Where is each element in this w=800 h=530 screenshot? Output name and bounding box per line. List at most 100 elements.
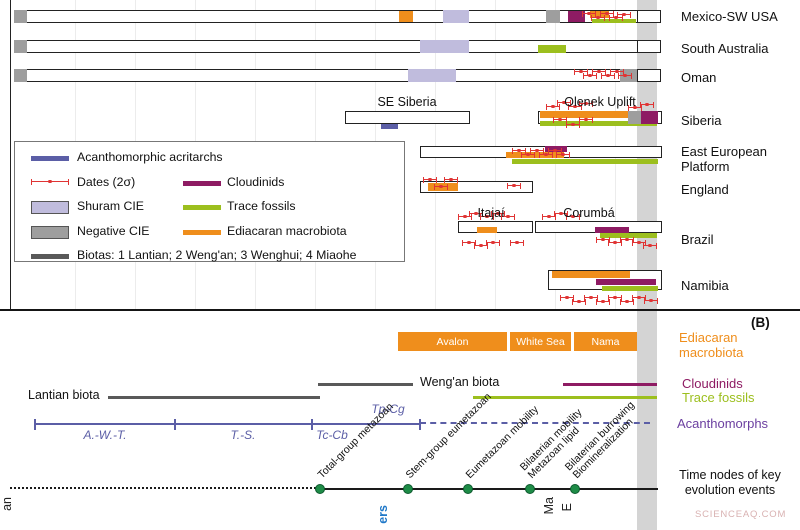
- date-marker: [560, 294, 574, 301]
- trace-segment: [592, 19, 636, 23]
- date-marker: [458, 213, 472, 220]
- events-dotted-line: [10, 487, 320, 489]
- date-marker: [539, 151, 553, 158]
- date-marker: [591, 14, 605, 21]
- zone-tick: [34, 419, 36, 430]
- date-marker: [510, 239, 524, 246]
- panel-divider-line: [0, 309, 800, 311]
- legend-label-macrobiota: Ediacaran macrobiota: [227, 224, 347, 238]
- date-marker: [582, 10, 596, 17]
- date-marker: [486, 239, 500, 246]
- date-marker: [596, 298, 610, 305]
- legend-row-biotas: Biotas: 1 Lantian; 2 Weng'an; 3 Wenghui;…: [15, 248, 404, 264]
- date-marker: [507, 182, 521, 189]
- date-marker: [600, 10, 614, 17]
- date-marker: [491, 210, 505, 217]
- date-marker: [640, 101, 654, 108]
- legend-row-shuram-trace: Shuram CIE Trace fossils: [15, 199, 404, 215]
- date-marker: [584, 294, 598, 301]
- panel-a-left-border: [10, 0, 11, 310]
- shuram-cie-swatch: [31, 201, 69, 214]
- legend-label-biotas: Biotas: 1 Lantian; 2 Weng'an; 3 Wenghui;…: [77, 248, 357, 262]
- events-line: [320, 488, 658, 490]
- trace-fossils-range-line: [473, 396, 657, 399]
- legend-label-dates: Dates (2σ): [77, 175, 136, 189]
- legend-label-trace: Trace fossils: [227, 199, 296, 213]
- legend-label-shuram: Shuram CIE: [77, 199, 144, 213]
- strat-box: [637, 40, 661, 53]
- date-marker: [574, 68, 588, 75]
- assemblage-bar: White Sea: [510, 332, 571, 351]
- cloudinid-segment: [595, 227, 629, 233]
- zone-label: A.-W.-T.: [83, 428, 127, 442]
- acritarch-zone-line: [35, 423, 420, 426]
- panel-b-tag: (B): [751, 315, 770, 330]
- time-nodes-label: Time nodes of key evolution events: [679, 468, 781, 497]
- date-marker: [434, 183, 448, 190]
- trace-segment: [538, 45, 566, 53]
- date-marker: [480, 213, 494, 220]
- cut-label-E: E: [560, 503, 574, 512]
- strat-box: [345, 111, 470, 124]
- date-marker: [530, 147, 544, 154]
- date-marker: [620, 298, 634, 305]
- event-node-dot: [403, 484, 413, 494]
- macrobiota-segment: [399, 11, 413, 22]
- biota-line-swatch: [31, 254, 69, 259]
- zone-label: Tc-Cb: [316, 428, 348, 442]
- date-marker-swatch: [31, 178, 69, 185]
- date-marker: [474, 242, 488, 249]
- event-node-dot: [463, 484, 473, 494]
- date-marker: [643, 242, 657, 249]
- date-marker: [632, 294, 646, 301]
- date-marker: [554, 210, 568, 217]
- region-label: South Australia: [681, 41, 769, 56]
- zone-label: T.-S.: [230, 428, 256, 442]
- cloudinid-segment: [568, 11, 585, 22]
- date-marker: [617, 11, 631, 18]
- watermark: SCIENCEAQ.COM: [695, 509, 787, 520]
- cloudinids-range-line: [563, 383, 657, 386]
- region-label: Mexico-SW USA: [681, 9, 778, 24]
- assemblage-bar: Avalon: [398, 332, 507, 351]
- date-marker: [579, 116, 593, 123]
- macrobiota-segment: [540, 111, 628, 118]
- date-marker: [423, 176, 437, 183]
- legend-label-acritarchs: Acanthomorphic acritarchs: [77, 150, 223, 164]
- date-marker: [566, 121, 580, 128]
- date-marker: [601, 72, 615, 79]
- legend-row-negcie-macrobiota: Negative CIE Ediacaran macrobiota: [15, 224, 404, 240]
- date-marker: [608, 294, 622, 301]
- event-node-dot: [570, 484, 580, 494]
- date-marker: [556, 151, 570, 158]
- date-marker: [566, 213, 580, 220]
- date-marker: [579, 100, 593, 107]
- region-label: Oman: [681, 70, 717, 85]
- macrobiota-segment: [590, 11, 609, 18]
- region-label: England: [681, 182, 729, 197]
- region-label: Siberia: [681, 113, 722, 128]
- trace-fossils-label: Trace fossils: [682, 390, 755, 405]
- date-marker: [608, 239, 622, 246]
- cloudinid-line-swatch: [183, 181, 221, 186]
- date-marker: [501, 213, 515, 220]
- date-marker: [546, 103, 560, 110]
- assemblage-bar: Nama: [574, 332, 637, 351]
- ediacaran-macrobiota-label: Ediacaran macrobiota: [679, 330, 744, 360]
- negative-cie-swatch: [31, 226, 69, 239]
- date-marker: [553, 116, 567, 123]
- acritarch-line-swatch: [31, 156, 69, 161]
- macrobiota-segment: [506, 152, 564, 158]
- legend-row-dates-cloudinids: Dates (2σ) Cloudinids: [15, 175, 404, 191]
- date-marker: [644, 297, 658, 304]
- date-marker: [462, 239, 476, 246]
- legend-label-negcie: Negative CIE: [77, 224, 150, 238]
- neg_cie-segment: [14, 69, 27, 82]
- date-marker: [620, 236, 634, 243]
- lantian-biota-label: Lantian biota: [28, 388, 100, 402]
- neg_cie-segment: [14, 10, 27, 23]
- neg_cie-segment: [628, 111, 641, 124]
